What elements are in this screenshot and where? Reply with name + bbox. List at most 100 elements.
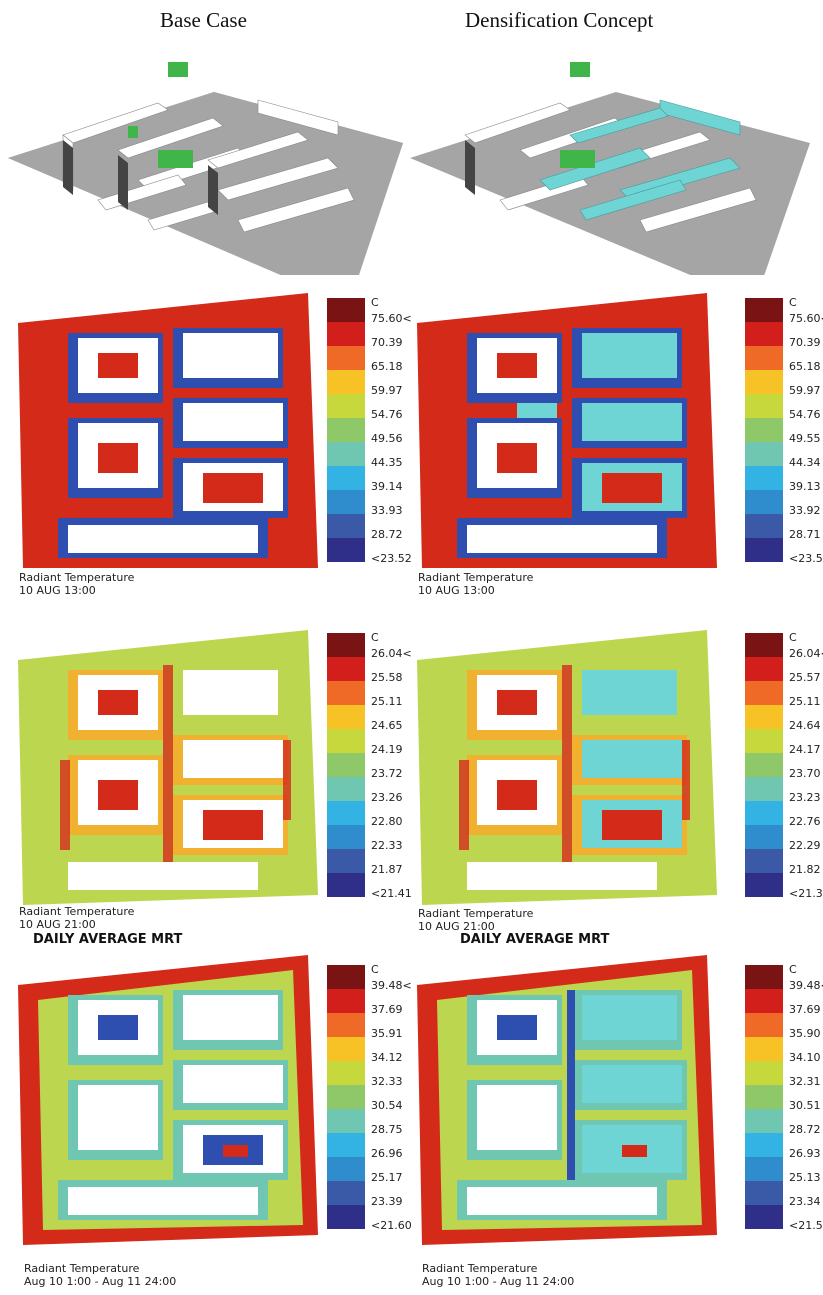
legend-tick-label: <23.52 bbox=[371, 552, 412, 565]
legend-swatch bbox=[745, 1085, 783, 1109]
legend-tick-label: 30.51 bbox=[789, 1099, 821, 1112]
legend-tick-label: 54.76 bbox=[371, 408, 403, 421]
densification-3d-model bbox=[410, 40, 810, 275]
legend-tick-label: 33.92 bbox=[789, 504, 821, 517]
legend-swatch bbox=[327, 1061, 365, 1085]
legend-tick-label: 26.96 bbox=[371, 1147, 403, 1160]
legend-tick-label: <21.55 bbox=[789, 1219, 823, 1232]
legend-tick-label: 28.72 bbox=[371, 528, 403, 541]
densification-map-1300 bbox=[417, 293, 717, 568]
legend-tick-label: 39.13 bbox=[789, 480, 821, 493]
legend-dens-2100: C26.04<25.5725.1124.6424.1723.7023.2322.… bbox=[745, 633, 823, 903]
legend-unit: C bbox=[371, 631, 379, 644]
legend-swatch bbox=[327, 538, 365, 562]
legend-tick-label: 39.14 bbox=[371, 480, 403, 493]
densification-map-2100 bbox=[417, 630, 717, 905]
legend-tick-label: <21.35 bbox=[789, 887, 823, 900]
legend-swatch bbox=[745, 322, 783, 346]
legend-tick-label: 33.93 bbox=[371, 504, 403, 517]
legend-swatch bbox=[745, 681, 783, 705]
legend-swatch bbox=[327, 657, 365, 681]
legend-swatch bbox=[745, 1205, 783, 1229]
legend-swatch bbox=[327, 633, 365, 657]
legend-swatch bbox=[745, 965, 783, 989]
legend-tick-label: 28.75 bbox=[371, 1123, 403, 1136]
legend-swatch bbox=[745, 370, 783, 394]
caption-base-1300: Radiant Temperature10 AUG 13:00 bbox=[19, 571, 134, 597]
legend-swatch bbox=[745, 873, 783, 897]
legend-swatch bbox=[327, 322, 365, 346]
legend-swatch bbox=[327, 1037, 365, 1061]
legend-tick-label: 32.31 bbox=[789, 1075, 821, 1088]
legend-swatch bbox=[327, 394, 365, 418]
legend-tick-label: 32.33 bbox=[371, 1075, 403, 1088]
base-case-map-1300 bbox=[18, 293, 318, 568]
legend-tick-label: 28.71 bbox=[789, 528, 821, 541]
legend-tick-label: 54.76 bbox=[789, 408, 821, 421]
right-section-title: DAILY AVERAGE MRT bbox=[460, 932, 609, 947]
legend-swatch bbox=[327, 418, 365, 442]
legend-swatch bbox=[745, 753, 783, 777]
legend-swatch bbox=[745, 633, 783, 657]
legend-swatch bbox=[327, 729, 365, 753]
legend-swatch bbox=[327, 346, 365, 370]
legend-tick-label: 49.55 bbox=[789, 432, 821, 445]
caption-base-2100: Radiant Temperature10 AUG 21:00 bbox=[19, 905, 134, 931]
legend-swatch bbox=[327, 442, 365, 466]
legend-swatch bbox=[745, 298, 783, 322]
base-case-map-2100 bbox=[18, 630, 318, 905]
legend-swatch bbox=[745, 394, 783, 418]
left-section-title: DAILY AVERAGE MRT bbox=[33, 932, 182, 947]
legend-swatch bbox=[745, 1109, 783, 1133]
legend-dens-daily: C39.48<37.6935.9034.1032.3130.5128.7226.… bbox=[745, 965, 823, 1235]
legend-swatch bbox=[745, 346, 783, 370]
legend-tick-label: 70.39 bbox=[371, 336, 403, 349]
legend-tick-label: 24.19 bbox=[371, 743, 403, 756]
caption-base-daily: Radiant TemperatureAug 10 1:00 - Aug 11 … bbox=[24, 1262, 176, 1288]
legend-unit: C bbox=[789, 631, 797, 644]
legend-unit: C bbox=[789, 296, 797, 309]
densification-map-daily bbox=[417, 955, 717, 1245]
legend-swatch bbox=[745, 1133, 783, 1157]
legend-swatch bbox=[745, 1061, 783, 1085]
legend-tick-label: 26.93 bbox=[789, 1147, 821, 1160]
legend-tick-label: 75.60< bbox=[789, 312, 823, 325]
legend-swatch bbox=[745, 1013, 783, 1037]
legend-base-1300: C75.60<70.3965.1859.9754.7649.5644.3539.… bbox=[327, 298, 417, 568]
legend-swatch bbox=[745, 849, 783, 873]
legend-tick-label: 34.10 bbox=[789, 1051, 821, 1064]
legend-tick-label: 23.34 bbox=[789, 1195, 821, 1208]
legend-tick-label: 24.65 bbox=[371, 719, 403, 732]
legend-tick-label: 37.69 bbox=[789, 1003, 821, 1016]
legend-swatch bbox=[327, 801, 365, 825]
legend-swatch bbox=[327, 1133, 365, 1157]
legend-swatch bbox=[327, 1181, 365, 1205]
legend-swatch bbox=[745, 989, 783, 1013]
legend-swatch bbox=[327, 1109, 365, 1133]
legend-swatch bbox=[327, 298, 365, 322]
legend-tick-label: 30.54 bbox=[371, 1099, 403, 1112]
legend-swatch bbox=[745, 418, 783, 442]
legend-swatch bbox=[327, 490, 365, 514]
legend-tick-label: 39.48< bbox=[371, 979, 412, 992]
legend-base-daily: C39.48<37.6935.9134.1232.3330.5428.7526.… bbox=[327, 965, 417, 1235]
legend-tick-label: 21.82 bbox=[789, 863, 821, 876]
legend-tick-label: 26.04< bbox=[789, 647, 823, 660]
legend-swatch bbox=[327, 873, 365, 897]
legend-swatch bbox=[327, 1205, 365, 1229]
legend-tick-label: 25.17 bbox=[371, 1171, 403, 1184]
legend-tick-label: 22.33 bbox=[371, 839, 403, 852]
legend-swatch bbox=[745, 538, 783, 562]
legend-tick-label: <23.50 bbox=[789, 552, 823, 565]
legend-swatch bbox=[327, 705, 365, 729]
legend-tick-label: 22.80 bbox=[371, 815, 403, 828]
legend-swatch bbox=[327, 777, 365, 801]
legend-swatch bbox=[745, 466, 783, 490]
legend-tick-label: 34.12 bbox=[371, 1051, 403, 1064]
legend-swatch bbox=[327, 466, 365, 490]
legend-unit: C bbox=[371, 296, 379, 309]
legend-tick-label: 39.48< bbox=[789, 979, 823, 992]
legend-swatch bbox=[327, 753, 365, 777]
legend-swatch bbox=[745, 729, 783, 753]
legend-tick-label: 25.11 bbox=[371, 695, 403, 708]
